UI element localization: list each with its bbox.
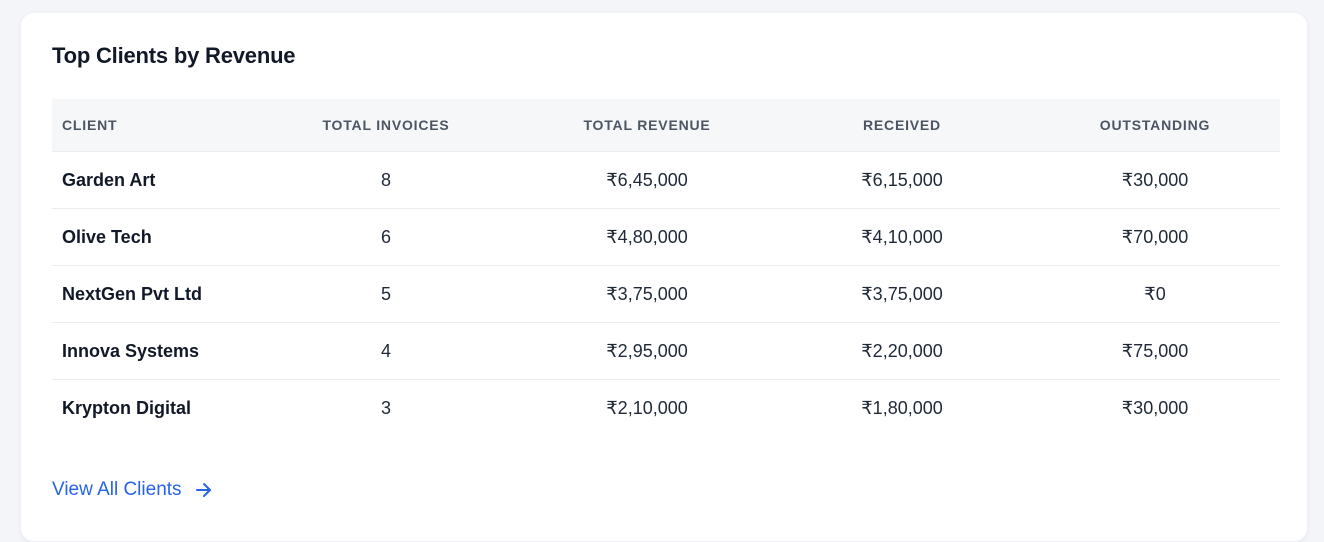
cell-outstanding: ₹30,000 [1121, 397, 1189, 418]
cell-total-invoices: 6 [252, 208, 520, 266]
cell-outstanding: ₹70,000 [1030, 208, 1280, 266]
cell-total-revenue: ₹3,75,000 [520, 265, 774, 323]
cell-received: ₹3,75,000 [774, 265, 1030, 323]
cell-received: ₹1,80,000 [861, 397, 943, 418]
arrow-right-icon [195, 483, 211, 497]
cell-received: ₹4,10,000 [774, 208, 1030, 266]
table-row: Garden Art 8 ₹6,45,000 ₹6,15,000 ₹30,000 [52, 151, 1280, 209]
cell-outstanding: ₹0 [1030, 265, 1280, 323]
header-outstanding: OUTSTANDING [1030, 99, 1280, 152]
cell-total-invoices: 3 [380, 397, 391, 418]
table-row: Krypton Digital 3 ₹2,10,000 ₹1,80,000 ₹3… [52, 380, 1280, 437]
header-received: RECEIVED [774, 99, 1030, 152]
cell-total-invoices: 5 [252, 265, 520, 323]
cell-client: Garden Art [52, 151, 252, 209]
cell-outstanding: ₹75,000 [1030, 322, 1280, 380]
table-row: Olive Tech 6 ₹4,80,000 ₹4,10,000 ₹70,000 [52, 208, 1280, 266]
view-all-clients-link[interactable]: View All Clients [52, 479, 214, 501]
table-row: Innova Systems 4 ₹2,95,000 ₹2,20,000 ₹75… [52, 322, 1280, 380]
cell-total-revenue: ₹2,10,000 [606, 397, 688, 418]
header-total-invoices: TOTAL INVOICES [252, 99, 520, 152]
table-header-row: CLIENT TOTAL INVOICES TOTAL REVENUE RECE… [52, 99, 1280, 152]
header-client: CLIENT [52, 99, 252, 152]
table-row: NextGen Pvt Ltd 5 ₹3,75,000 ₹3,75,000 ₹0 [52, 265, 1280, 323]
cell-received: ₹6,15,000 [774, 151, 1030, 209]
cell-total-invoices: 4 [252, 322, 520, 380]
cell-received: ₹2,20,000 [774, 322, 1030, 380]
header-total-revenue: TOTAL REVENUE [520, 99, 774, 152]
cell-client: Innova Systems [52, 322, 252, 380]
cell-total-revenue: ₹4,80,000 [520, 208, 774, 266]
cell-total-revenue: ₹2,95,000 [520, 322, 774, 380]
top-clients-card: Top Clients by Revenue CLIENT TOTAL INVO… [20, 12, 1308, 542]
cell-client: Krypton Digital [62, 397, 191, 418]
view-all-clients-label: View All Clients [52, 479, 182, 500]
cell-outstanding: ₹30,000 [1030, 151, 1280, 209]
top-clients-table: CLIENT TOTAL INVOICES TOTAL REVENUE RECE… [52, 99, 1280, 436]
cell-total-invoices: 8 [252, 151, 520, 209]
cell-client: NextGen Pvt Ltd [52, 265, 252, 323]
card-title: Top Clients by Revenue [52, 43, 296, 68]
cell-client: Olive Tech [52, 208, 252, 266]
cell-total-revenue: ₹6,45,000 [520, 151, 774, 209]
